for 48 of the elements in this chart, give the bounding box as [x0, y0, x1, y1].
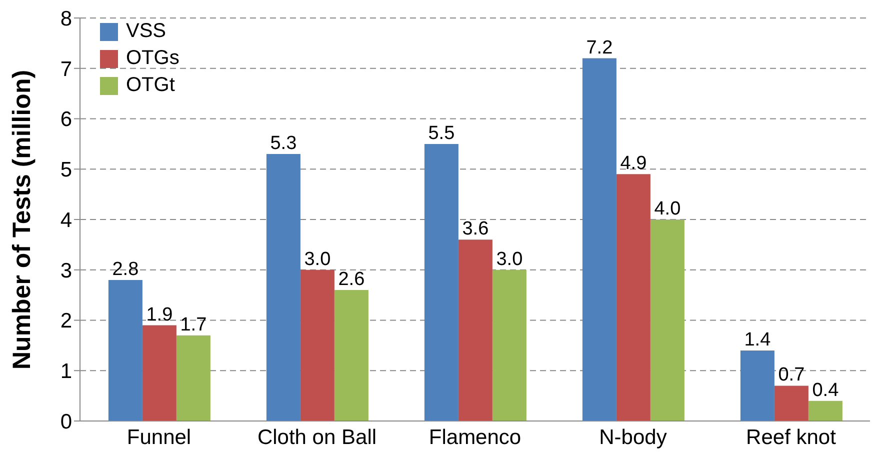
x-tick-label: N-body: [599, 426, 668, 449]
y-tick-label: 5: [60, 158, 72, 182]
bar: [740, 350, 774, 421]
x-tick-label: Funnel: [126, 426, 192, 449]
bar: [300, 270, 334, 421]
data-label: 5.3: [270, 133, 297, 154]
y-tick-label: 1: [60, 360, 72, 384]
y-tick-label: 8: [60, 7, 72, 30]
x-tick-label: Cloth on Ball: [257, 426, 377, 449]
legend-label: OTGt: [126, 74, 175, 97]
bar: [582, 58, 616, 421]
y-tick-label: 0: [60, 410, 72, 434]
bar: [142, 325, 176, 421]
y-axis-title: Number of Tests (million): [8, 70, 36, 370]
bar: [458, 240, 492, 421]
x-tick-label: Flamenco: [428, 426, 522, 449]
bar: [334, 290, 368, 421]
data-label: 2.8: [112, 258, 139, 280]
y-tick-label: 7: [60, 58, 72, 81]
bar: [616, 174, 650, 421]
y-tick-label: 4: [60, 208, 72, 232]
bar: [774, 386, 808, 421]
legend-label: OTGs: [126, 47, 180, 70]
bar: [108, 280, 142, 421]
bar: [176, 335, 210, 421]
data-label: 2.6: [338, 269, 365, 290]
data-label: 0.4: [812, 380, 840, 401]
data-label: 4.9: [620, 153, 647, 174]
bar: [808, 400, 842, 421]
data-label: 7.2: [586, 37, 613, 58]
y-tick-label: 3: [60, 259, 72, 282]
data-label: 1.4: [744, 329, 772, 350]
data-label: 1.7: [180, 314, 207, 336]
y-tick-label: 6: [60, 108, 72, 132]
bar: [424, 144, 458, 421]
data-label: 1.9: [146, 304, 173, 326]
bar: [650, 220, 684, 421]
data-label: 4.0: [654, 198, 681, 220]
y-tick-label: 2: [60, 310, 72, 333]
data-label: 0.7: [778, 364, 805, 386]
data-label: 5.5: [428, 122, 455, 144]
bar: [266, 154, 300, 421]
data-label: 3.0: [496, 248, 523, 270]
bar: [492, 270, 526, 421]
x-tick-label: Reef knot: [746, 426, 836, 449]
data-label: 3.0: [304, 248, 331, 270]
legend-label: VSS: [126, 20, 166, 43]
data-label: 3.6: [462, 218, 489, 240]
